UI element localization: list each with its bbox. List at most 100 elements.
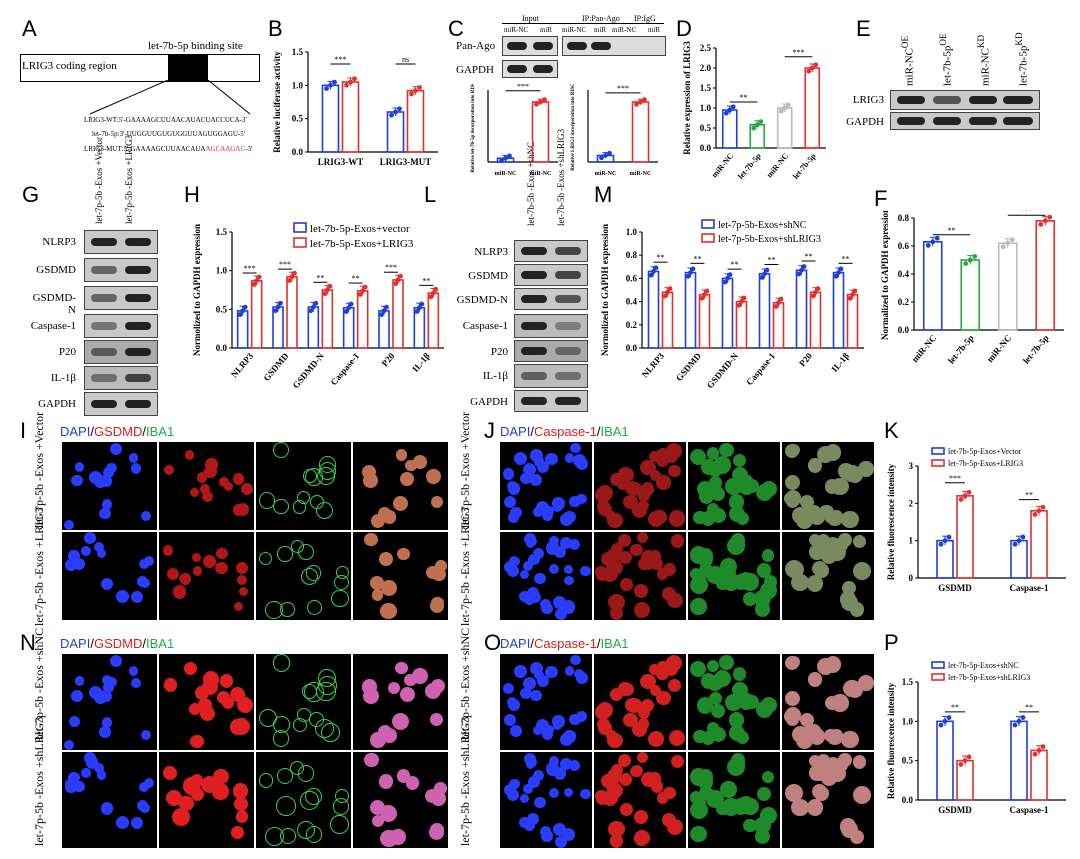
e-col4: let-7b-5pKD (1014, 32, 1030, 86)
i-tile-r1-merge (353, 442, 448, 530)
data-point (722, 279, 728, 285)
data-point (1009, 237, 1015, 243)
cell (555, 607, 568, 620)
y-tick-label: 1 (909, 536, 914, 546)
cell (370, 575, 384, 590)
data-point (428, 294, 434, 300)
cell (110, 655, 123, 668)
data-point (653, 265, 659, 271)
cell (665, 655, 682, 672)
y-tick-label: 2.5 (700, 43, 712, 53)
y-axis-label: Relative fluorescence intensity (886, 463, 896, 580)
i-tile-r2-iba1 (256, 532, 351, 620)
o-tile-r2-caspase1 (594, 752, 686, 848)
c-col5: miR-NC (612, 26, 637, 34)
cell (819, 504, 834, 519)
cell (179, 573, 192, 585)
cell (816, 753, 831, 768)
data-point (603, 153, 608, 158)
x-tick-label: GSDMD (674, 350, 704, 382)
cell (162, 545, 174, 556)
data-point (379, 312, 384, 317)
data-point (942, 718, 948, 724)
cell (735, 474, 754, 492)
cell (524, 593, 535, 605)
data-point (499, 158, 504, 163)
cell (390, 829, 407, 845)
cell (519, 816, 531, 828)
cell (503, 496, 516, 509)
sig-label: *** (949, 474, 961, 483)
legend-swatch (931, 673, 945, 681)
seq-wt: LRIG3-WT:5'-GAAAAGCUUAACAUACUACCUCA-3' (84, 116, 247, 124)
x-tick-label: miR-NC (530, 171, 552, 177)
cell (333, 574, 350, 590)
cell (785, 690, 801, 707)
bar-IL-1β-1 (427, 292, 440, 349)
cell (534, 797, 546, 809)
cell (786, 495, 800, 509)
chart-d: 0.0 0.5 1.0 1.5 2.0 2.5 Relative expression of… (682, 41, 826, 181)
cell (697, 774, 713, 790)
data-point (702, 292, 707, 298)
g-row-gsdmdn: GSDMD-N (32, 292, 76, 316)
data-point (806, 68, 812, 74)
cell (305, 564, 322, 581)
data-point (759, 275, 765, 280)
i-tile-r2-dapi (62, 532, 157, 620)
cell (713, 461, 726, 474)
x-tick-label: Caspase-1 (1009, 805, 1049, 815)
cell (128, 666, 139, 676)
cell (233, 601, 244, 612)
data-point (778, 296, 784, 302)
cell (598, 502, 613, 517)
cell (755, 700, 774, 718)
panel-label-o: O (484, 630, 502, 655)
cell (710, 507, 727, 523)
data-point (242, 304, 248, 310)
cell (600, 773, 615, 788)
l-blot-1 (514, 240, 588, 262)
cell (697, 551, 713, 568)
cell (618, 534, 631, 547)
bar-Caspase-1-1 (1030, 510, 1048, 579)
x-tick-label: IL-1β (829, 351, 851, 374)
data-point (1032, 511, 1038, 517)
cell (387, 681, 400, 695)
cell (665, 443, 682, 460)
panel-label-a: A (22, 16, 37, 41)
sig-label: ** (1025, 491, 1033, 500)
cell (689, 661, 706, 678)
cell (239, 586, 249, 597)
data-point (419, 301, 425, 307)
chart-f: 0.0 0.2 0.4 0.6 0.8 Normalized to GAPDH expre… (880, 210, 1064, 366)
bar-GSDMD-N-1 (321, 289, 334, 349)
n-tile-r1-dapi (62, 654, 157, 750)
cell (761, 549, 774, 562)
n-title: DAPI/GSDMD/IBA1 (60, 636, 175, 651)
cell (395, 661, 408, 675)
c-col1: miR-NC (504, 26, 529, 34)
legend-swatch (931, 661, 945, 669)
cell (236, 561, 249, 574)
y-tick-label: 1.0 (292, 80, 304, 90)
cell (302, 683, 318, 699)
data-point (966, 489, 972, 495)
data-point (607, 150, 612, 156)
cell (276, 767, 294, 785)
cell (756, 563, 771, 578)
cell (540, 599, 552, 611)
cell (183, 662, 197, 676)
cell (96, 548, 107, 558)
data-point (433, 286, 439, 292)
data-point (836, 270, 841, 275)
cell (68, 716, 80, 727)
cell (841, 510, 859, 529)
data-point (946, 715, 952, 720)
cell (698, 489, 714, 505)
cell (503, 560, 517, 574)
cell (846, 681, 863, 699)
y-tick-label: 0.5 (700, 123, 712, 133)
cell (520, 687, 532, 700)
cell (650, 780, 663, 793)
